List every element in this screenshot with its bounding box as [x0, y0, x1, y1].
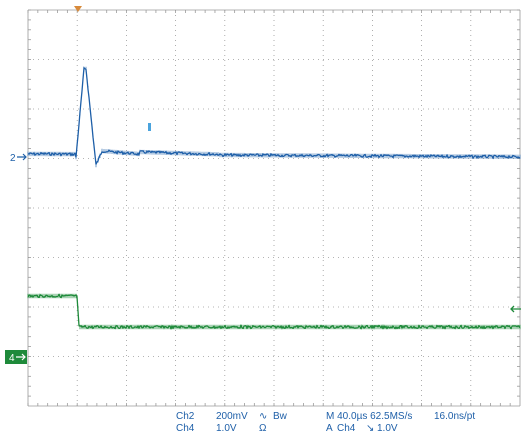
graticule-grid	[27, 9, 521, 407]
ch2-name: Ch2	[176, 411, 195, 422]
cursor-marker-icon[interactable]	[148, 123, 151, 131]
ch4-impedance: Ω	[259, 423, 267, 434]
trigger-slope-icon: ↘	[366, 423, 375, 434]
ch2-scale: 200mV	[216, 411, 248, 422]
trigger-mode: A	[326, 423, 333, 434]
ch2-ground-marker[interactable]: 2	[10, 153, 27, 164]
timebase: M 40.0µs 62.5MS/s	[326, 411, 413, 422]
ch4-name: Ch4	[176, 423, 195, 434]
ch4-scale: 1.0V	[216, 423, 237, 434]
ch4-ground-marker[interactable]: 4	[5, 350, 27, 364]
trigger-level-arrow-icon[interactable]	[510, 305, 521, 313]
ch2-bandwidth-limit: Bw	[273, 411, 287, 422]
svg-text:2: 2	[10, 153, 16, 164]
ch2-arrow-icon	[17, 153, 27, 161]
ch4-waveform-noise	[27, 293, 521, 330]
ch4-arrow-icon	[16, 353, 26, 361]
trigger-position-icon[interactable]	[74, 6, 82, 12]
ch2-waveform-noise	[27, 66, 521, 168]
trigger-level: 1.0V	[377, 423, 398, 434]
trigger-source: Ch4	[337, 423, 356, 434]
svg-text:4: 4	[9, 353, 15, 364]
sample-interval: 16.0ns/pt	[434, 411, 476, 422]
ch2-coupling-icon: ∿	[259, 411, 268, 422]
